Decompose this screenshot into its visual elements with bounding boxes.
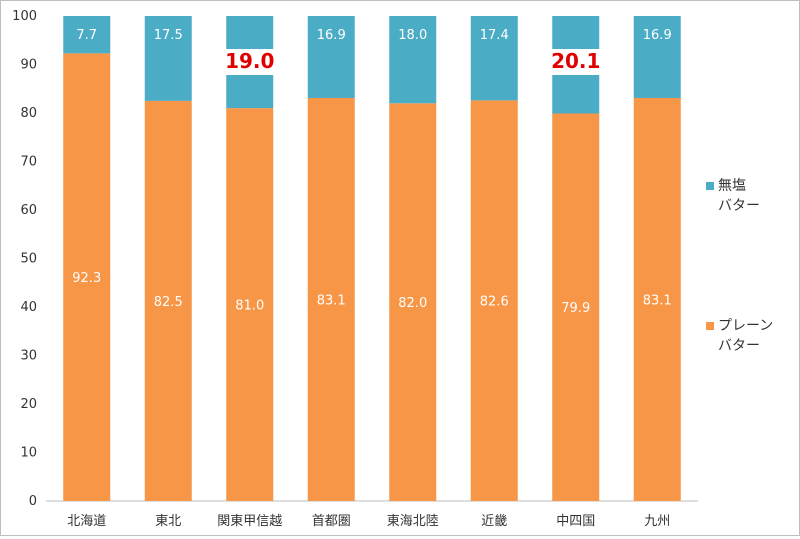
legend: 無塩 バター プレーン バター: [706, 176, 796, 356]
bar-plain-6: [552, 113, 600, 502]
y-tick-label-9: 90: [20, 58, 37, 73]
data-label-unsalted-7: 16.9: [643, 28, 672, 43]
y-tick-label-0: 0: [29, 494, 37, 509]
bar-unsalted-3: [307, 16, 355, 98]
bar-unsalted-4: [389, 16, 437, 104]
legend-label-plain: プレーン バター: [718, 318, 774, 354]
bar-plain-3: [307, 97, 355, 501]
y-tick-label-7: 70: [20, 155, 37, 170]
data-label-plain-4: 82.0: [398, 296, 427, 311]
data-label-unsalted-1: 17.5: [154, 28, 183, 43]
bar-plain-0: [63, 53, 111, 501]
legend-swatch-plain: [706, 322, 714, 330]
y-tick-label-8: 80: [20, 106, 37, 121]
bar-unsalted-5: [470, 16, 518, 101]
bar-unsalted-7: [633, 16, 681, 98]
bar-plain-5: [470, 100, 518, 501]
bar-plain-2: [226, 108, 274, 502]
y-tick-label-2: 20: [20, 397, 37, 412]
y-tick-label-5: 50: [20, 252, 37, 267]
bar-plain-7: [633, 97, 681, 501]
legend-item-unsalted: 無塩 バター: [706, 176, 796, 216]
y-tick-label-3: 30: [20, 349, 37, 364]
data-label-unsalted-0: 7.7: [76, 28, 97, 43]
x-category-label-3: 首都圏: [312, 514, 351, 529]
bar-unsalted-0: [63, 16, 111, 54]
data-label-plain-0: 92.3: [72, 271, 101, 286]
legend-item-plain: プレーン バター: [706, 316, 796, 356]
bar-plain-4: [389, 103, 437, 502]
y-tick-label-1: 10: [20, 446, 37, 461]
y-tick-label-10: 100: [12, 9, 37, 24]
x-category-label-5: 近畿: [481, 514, 507, 529]
x-category-label-4: 東海北陸: [387, 513, 439, 529]
data-label-unsalted-2: 19.0: [225, 49, 274, 73]
data-label-unsalted-5: 17.4: [480, 28, 509, 43]
data-label-plain-6: 79.9: [561, 301, 590, 316]
data-label-plain-2: 81.0: [235, 299, 264, 314]
data-label-unsalted-4: 18.0: [398, 28, 427, 43]
bar-unsalted-1: [144, 16, 192, 101]
data-label-plain-7: 83.1: [643, 293, 672, 308]
highlight-label-bg-6: [545, 49, 606, 75]
y-tick-label-6: 60: [20, 203, 37, 218]
highlight-label-bg-2: [219, 49, 280, 75]
data-label-unsalted-6: 20.1: [551, 49, 600, 73]
data-label-unsalted-3: 16.9: [317, 28, 346, 43]
bar-plain-1: [144, 100, 192, 501]
x-category-label-0: 北海道: [67, 514, 106, 529]
x-category-label-2: 関東甲信越: [217, 513, 282, 529]
x-category-label-6: 中四国: [556, 514, 595, 529]
x-category-label-1: 東北: [155, 513, 181, 529]
data-label-plain-3: 83.1: [317, 293, 346, 308]
data-label-plain-5: 82.6: [480, 295, 509, 310]
data-label-plain-1: 82.5: [154, 295, 183, 310]
legend-label-unsalted: 無塩 バター: [718, 178, 760, 214]
y-tick-label-4: 40: [20, 300, 37, 315]
legend-swatch-unsalted: [706, 182, 714, 190]
x-category-label-7: 九州: [644, 514, 670, 529]
